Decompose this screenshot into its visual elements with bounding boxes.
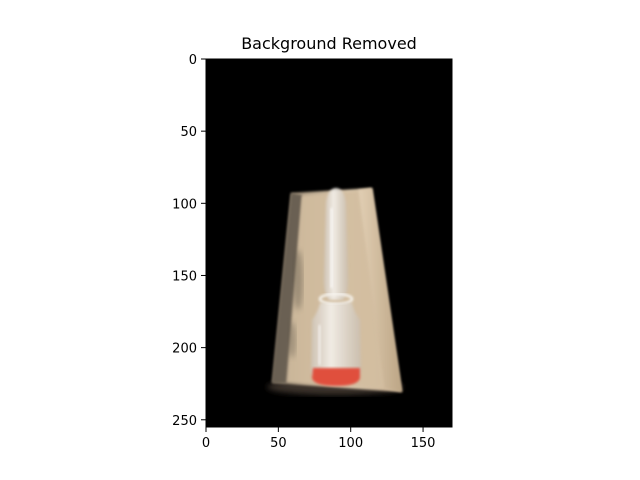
- y-tick-label: 250: [172, 414, 197, 429]
- x-tick-label: 100: [338, 436, 363, 451]
- x-axis: 0 50 100 150: [202, 427, 436, 451]
- x-tick-label: 0: [202, 436, 210, 451]
- ampoule: [311, 188, 361, 386]
- y-tick-label: 200: [172, 342, 197, 357]
- x-tick-label: 50: [270, 436, 287, 451]
- image-panel: [206, 59, 452, 427]
- chart-title: Background Removed: [241, 34, 417, 53]
- x-tick-label: 150: [411, 436, 436, 451]
- y-tick-label: 150: [172, 269, 197, 284]
- y-tick-label: 50: [180, 125, 197, 140]
- axes-frame: [205, 58, 453, 428]
- y-tick-label: 0: [189, 53, 197, 68]
- y-axis: 0 50 100 150 200 250: [172, 53, 206, 429]
- y-tick-label: 100: [172, 197, 197, 212]
